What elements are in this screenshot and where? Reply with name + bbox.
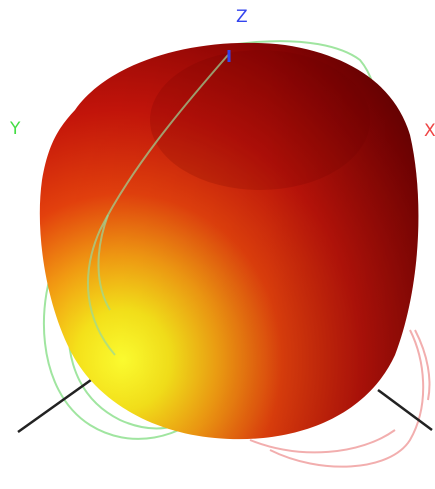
red-cut-outlines (249, 329, 431, 468)
radiation-pattern-body (39, 42, 419, 440)
x-axis-line (377, 388, 433, 432)
x-axis-label: X (424, 121, 435, 141)
z-axis-label: Z (236, 7, 248, 27)
y-axis-label: Y (9, 119, 21, 139)
green-cut-front (87, 54, 229, 356)
